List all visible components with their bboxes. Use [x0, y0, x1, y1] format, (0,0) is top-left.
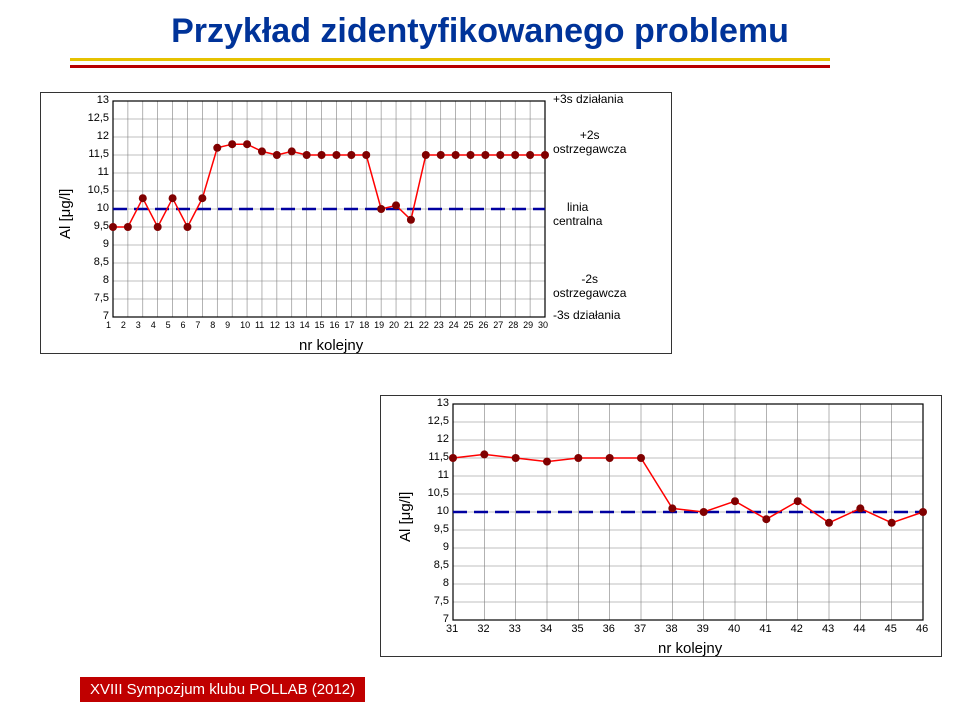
x-tick: 9	[225, 320, 230, 330]
x-tick: 45	[885, 623, 897, 635]
x-tick: 17	[344, 320, 354, 330]
footer-badge: XVIII Sympozjum klubu POLLAB (2012)	[80, 677, 365, 702]
y-tick: 9	[103, 238, 109, 250]
x-tick: 41	[759, 623, 771, 635]
x-tick: 11	[255, 320, 264, 330]
y-tick: 8	[103, 274, 109, 286]
x-tick: 36	[603, 623, 615, 635]
legend-item: -3s działania	[553, 309, 620, 323]
chart1-frame: Al [μg/l]nr kolejny77,588,599,51010,5111…	[40, 92, 672, 354]
legend-item: +2sostrzegawcza	[553, 129, 626, 157]
x-tick: 5	[166, 320, 171, 330]
legend-item: liniacentralna	[553, 201, 602, 229]
x-tick: 19	[374, 320, 384, 330]
x-tick: 30	[538, 320, 548, 330]
x-tick: 46	[916, 623, 928, 635]
x-tick: 8	[210, 320, 215, 330]
x-tick: 2	[121, 320, 126, 330]
y-tick: 12,5	[88, 112, 109, 124]
x-tick: 13	[285, 320, 295, 330]
x-tick: 12	[270, 320, 280, 330]
y-tick: 9,5	[434, 523, 449, 535]
y-tick: 9	[443, 541, 449, 553]
y-tick: 11,5	[88, 148, 109, 160]
x-tick: 23	[434, 320, 444, 330]
x-tick: 16	[329, 320, 339, 330]
y-tick: 13	[437, 397, 449, 409]
x-tick: 21	[404, 320, 414, 330]
y-tick: 12	[97, 130, 109, 142]
y-tick: 12	[437, 433, 449, 445]
y-tick: 8	[443, 577, 449, 589]
y-tick: 8,5	[434, 559, 449, 571]
x-tick: 32	[477, 623, 489, 635]
x-tick: 37	[634, 623, 646, 635]
x-tick: 34	[540, 623, 552, 635]
x-tick: 14	[300, 320, 310, 330]
x-tick: 20	[389, 320, 399, 330]
x-tick: 33	[509, 623, 521, 635]
legend-item: -2sostrzegawcza	[553, 273, 626, 301]
x-tick: 18	[359, 320, 369, 330]
chart2-frame: Al [μg/l]nr kolejny77,588,599,51010,5111…	[380, 395, 942, 657]
y-tick: 7,5	[434, 595, 449, 607]
x-tick: 6	[180, 320, 185, 330]
legend-item: +3s działania	[553, 93, 623, 107]
y-tick: 8,5	[94, 256, 109, 268]
x-tick: 42	[791, 623, 803, 635]
x-tick: 38	[665, 623, 677, 635]
rule-1	[70, 58, 830, 61]
slide-title: Przykład zidentyfikowanego problemu	[0, 12, 960, 51]
y-tick: 9,5	[94, 220, 109, 232]
y-tick: 13	[97, 94, 109, 106]
x-tick: 27	[493, 320, 503, 330]
x-tick: 24	[449, 320, 459, 330]
y-tick: 10,5	[428, 487, 449, 499]
x-tick: 22	[419, 320, 429, 330]
x-tick: 43	[822, 623, 834, 635]
x-tick: 26	[478, 320, 488, 330]
rule-2	[70, 65, 830, 68]
x-tick: 39	[697, 623, 709, 635]
x-tick: 10	[240, 320, 250, 330]
y-tick: 11,5	[428, 451, 449, 463]
chart-svg	[381, 396, 941, 656]
y-tick: 10	[97, 202, 109, 214]
x-tick: 1	[106, 320, 111, 330]
y-tick: 10	[437, 505, 449, 517]
y-tick: 11	[98, 166, 109, 178]
x-tick: 28	[508, 320, 518, 330]
y-tick: 11	[438, 469, 449, 481]
x-tick: 29	[523, 320, 533, 330]
y-tick: 7,5	[94, 292, 109, 304]
y-tick: 12,5	[428, 415, 449, 427]
x-tick: 15	[315, 320, 325, 330]
x-tick: 3	[136, 320, 141, 330]
x-tick: 35	[571, 623, 583, 635]
x-tick: 40	[728, 623, 740, 635]
y-tick: 10,5	[88, 184, 109, 196]
x-tick: 4	[151, 320, 156, 330]
x-tick: 44	[853, 623, 865, 635]
x-tick: 25	[464, 320, 474, 330]
x-tick: 31	[446, 623, 458, 635]
x-tick: 7	[195, 320, 200, 330]
